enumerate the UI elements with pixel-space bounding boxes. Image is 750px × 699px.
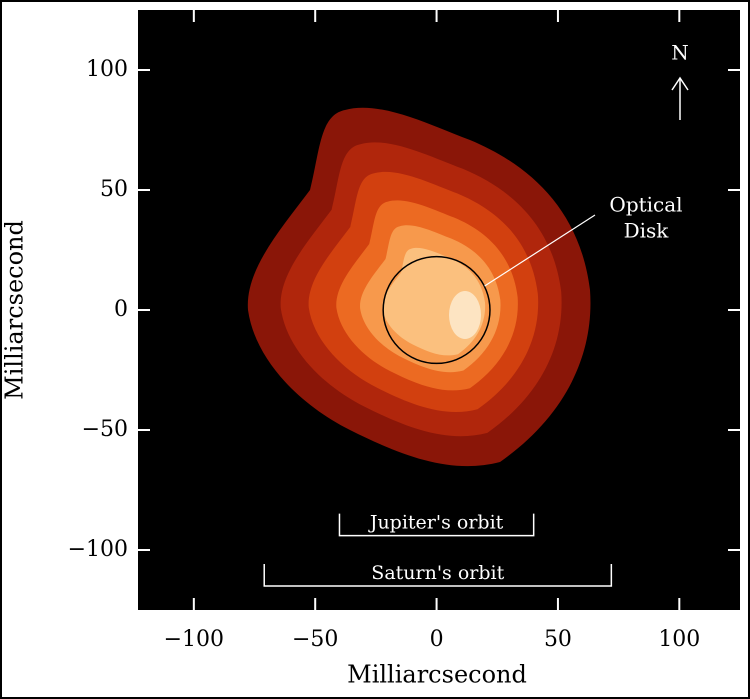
x-tick-label: 0 <box>430 627 444 652</box>
x-axis-label: Milliarcsecond <box>347 661 527 689</box>
bright-spot <box>449 291 481 339</box>
x-tick-label: 50 <box>544 627 572 652</box>
y-tick-label: −100 <box>68 537 128 562</box>
y-axis-label: Milliarcsecond <box>1 220 29 400</box>
disk-pointer <box>484 214 596 287</box>
y-tick-label: −50 <box>82 417 128 442</box>
disk-label: Disk <box>624 219 670 243</box>
orbit-label: Jupiter's orbit <box>368 512 504 534</box>
x-tick-label: −100 <box>164 627 224 652</box>
orbit-bracket <box>263 564 613 587</box>
y-tick-label: 0 <box>114 297 128 322</box>
north-label: N <box>671 41 689 65</box>
orbit-label: Saturn's orbit <box>371 562 504 584</box>
y-tick-label: 100 <box>86 57 128 82</box>
disk-label: Optical <box>609 193 682 217</box>
north-arrow-head <box>671 76 689 91</box>
optical-disk <box>382 255 491 365</box>
orbit-bracket <box>338 513 535 537</box>
y-tick-label: 50 <box>100 177 128 202</box>
contours <box>247 107 591 467</box>
x-tick-label: −50 <box>292 627 338 652</box>
x-tick-label: 100 <box>658 627 700 652</box>
